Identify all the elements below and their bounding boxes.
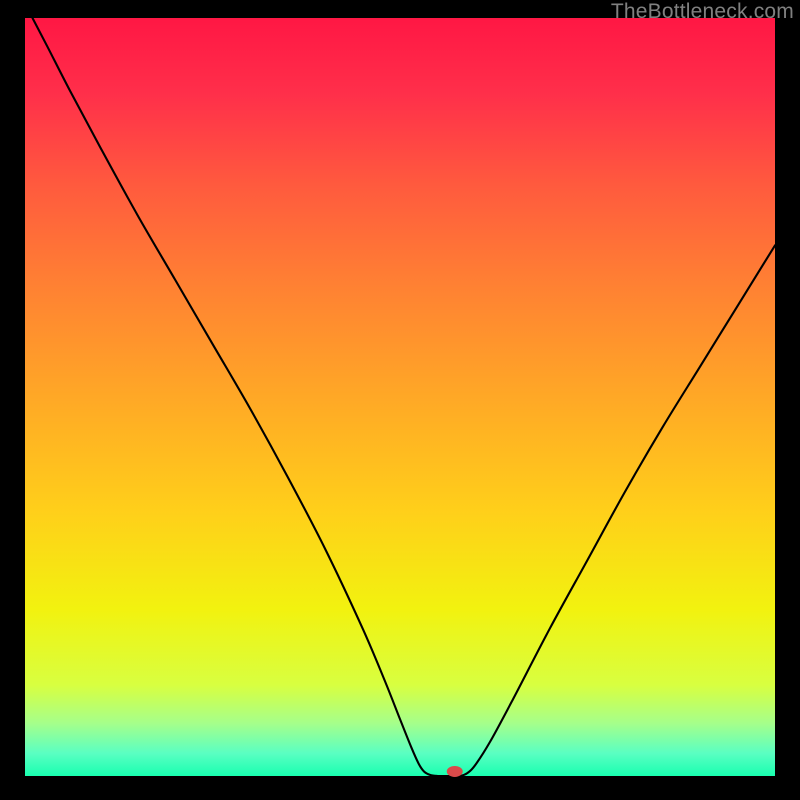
chart-svg xyxy=(0,0,800,800)
optimal-point-marker xyxy=(447,766,462,776)
bottleneck-chart: TheBottleneck.com xyxy=(0,0,800,800)
watermark-text: TheBottleneck.com xyxy=(611,0,794,24)
plot-background xyxy=(25,18,775,776)
